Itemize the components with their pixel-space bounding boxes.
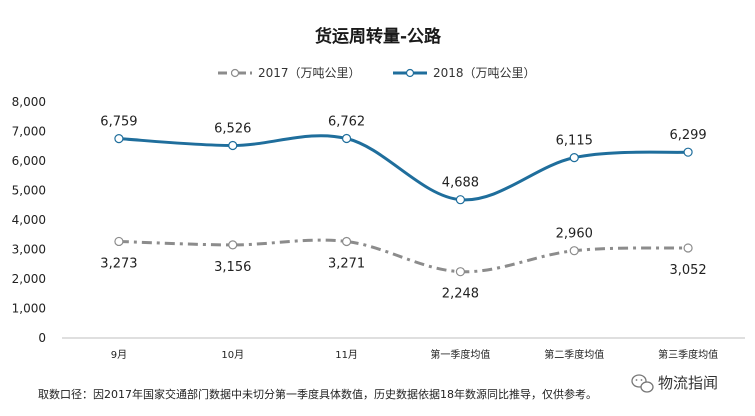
y-tick-label: 7,000 [12,125,46,139]
data-point [455,267,466,277]
data-label: 3,156 [214,260,251,275]
data-point [341,133,352,144]
x-tick-label: 第一季度均值 [430,348,490,361]
x-tick-label: 10月 [221,349,244,361]
y-tick-label: 0 [38,331,46,345]
data-label: 3,271 [328,257,365,272]
x-tick-label: 第三季度均值 [658,348,718,361]
legend: 2017（万吨公里） 2018（万吨公里） [218,66,536,80]
data-label: 3,052 [669,263,706,278]
legend-marker-2018 [405,68,415,78]
data-point [569,153,579,163]
wechat-icon [631,374,654,393]
legend-item-2018: 2018（万吨公里） [393,66,536,80]
y-axis: 0 1,000 2,000 3,000 4,000 5,000 6,000 7,000 8,00… [12,95,46,345]
x-tick-label: 11月 [335,349,358,361]
data-point [228,240,238,250]
watermark: 物流指闻 [631,374,718,393]
data-point [341,236,352,247]
y-tick-label: 2,000 [12,272,46,286]
data-point [114,134,124,144]
data-point [569,246,579,256]
data-label: 2,960 [556,227,593,242]
data-label: 6,526 [214,121,251,136]
watermark-text: 物流指闻 [658,374,718,392]
data-label: 2,248 [442,287,479,302]
chart-title: 货运周转量-公路 [315,26,442,47]
legend-label-2017: 2017（万吨公里） [258,66,361,80]
series-0: 3,273 3,156 3,271 2,248 2,960 3,052 [100,227,706,302]
data-label: 6,115 [556,134,593,149]
data-label: 6,299 [669,128,706,143]
data-point [228,140,238,151]
x-tick-label: 第二季度均值 [544,348,604,361]
y-tick-label: 6,000 [12,154,46,168]
legend-marker-2017 [230,68,240,78]
data-label: 3,273 [100,256,137,271]
y-tick-label: 4,000 [12,213,46,227]
data-point [114,236,124,247]
data-point [455,195,466,205]
y-tick-label: 8,000 [12,95,46,109]
series-layer: 3,273 3,156 3,271 2,248 2,960 3,052 6,759 6,526… [100,115,706,302]
legend-label-2018: 2018（万吨公里） [433,66,536,80]
data-point [683,243,693,253]
series-1: 6,759 6,526 6,762 4,688 6,115 6,299 [100,115,707,205]
x-axis: 9月 10月 11月 第一季度均值 第二季度均值 第三季度均值 [111,348,718,361]
series-line-1 [118,134,689,202]
data-label: 4,688 [442,176,479,191]
y-tick-label: 1,000 [12,302,46,316]
x-tick-label: 9月 [111,349,127,361]
data-point [683,147,693,157]
data-label: 6,759 [100,115,137,130]
data-label: 6,762 [328,115,365,130]
footnote: 取数口径：因2017年国家交通部门数据中未切分第一季度具体数值，历史数据依据18… [38,387,597,401]
legend-item-2017: 2017（万吨公里） [218,66,361,80]
y-tick-label: 3,000 [12,243,46,257]
y-tick-label: 5,000 [12,184,46,198]
series-line-0 [118,238,689,274]
